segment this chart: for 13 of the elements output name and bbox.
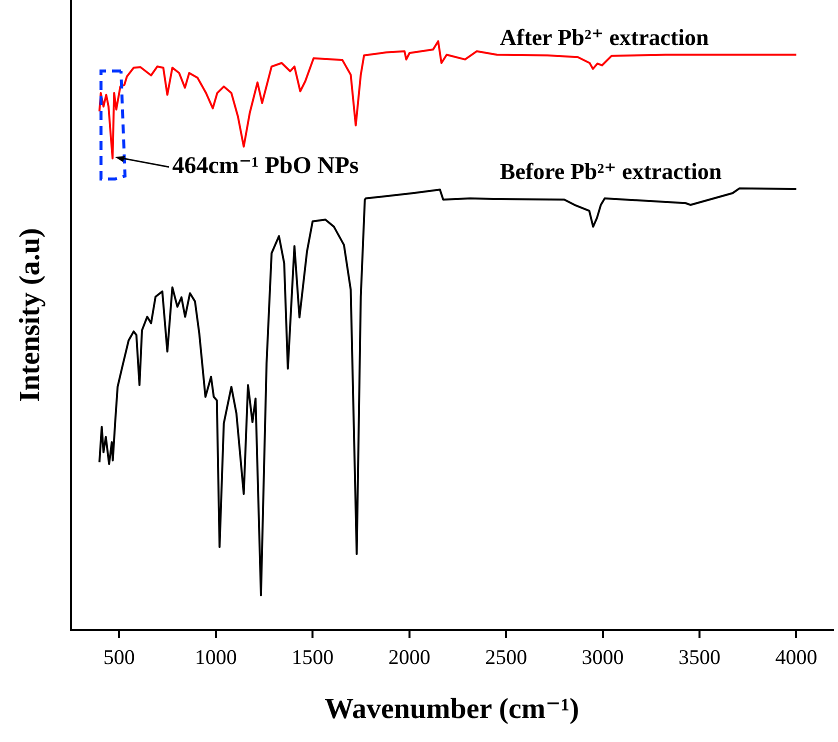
series-label: After Pb²⁺ extraction — [500, 24, 710, 50]
x-tick-label: 3000 — [582, 645, 624, 670]
x-tick-label: 1500 — [292, 645, 334, 670]
y-axis-title: Intensity (a.u) — [14, 228, 46, 402]
x-tick-label: 2000 — [388, 645, 430, 670]
series-label: Before Pb²⁺ extraction — [500, 159, 722, 184]
x-tick-label: 500 — [103, 645, 135, 670]
x-tick-label: 2500 — [485, 645, 528, 670]
x-tick-label: 1000 — [194, 645, 237, 670]
x-tick-label: 3500 — [678, 645, 721, 670]
x-tick-label: 4000 — [775, 645, 818, 670]
x-axis-title: Wavenumber (cm⁻¹) — [324, 693, 580, 726]
annotation: 464cm⁻¹ PbO NPs — [172, 152, 359, 179]
